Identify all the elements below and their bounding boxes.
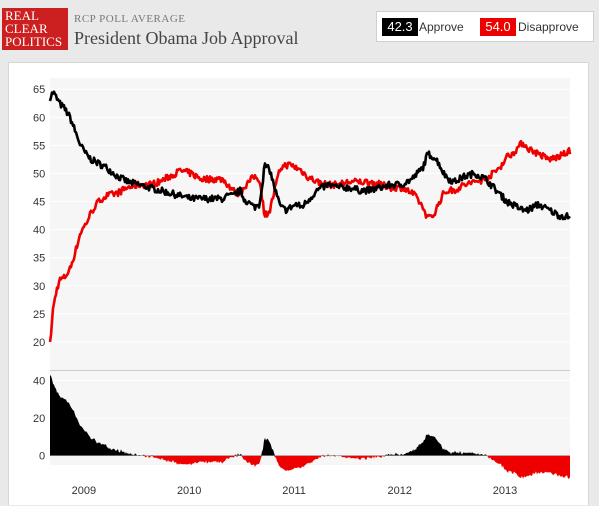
- spread-area-positive: [50, 375, 570, 456]
- approve-value-badge: 42.3: [382, 18, 418, 36]
- spread-y-tick-label: 40: [33, 375, 45, 387]
- spread-area-negative: [50, 455, 570, 479]
- chart-header: REAL CLEAR POLITICS RCP POLL AVERAGE Pre…: [0, 0, 599, 56]
- y-tick-label: 65: [33, 84, 45, 96]
- y-tick-label: 50: [33, 168, 45, 180]
- approve-series-line: [48, 90, 571, 221]
- x-tick-label: 2011: [282, 485, 306, 497]
- x-tick-label: 2009: [72, 485, 96, 497]
- logo-line-1: REAL: [5, 8, 39, 23]
- y-tick-label: 55: [33, 140, 45, 152]
- y-tick-label: 45: [33, 197, 45, 209]
- disapprove-legend-label: Disapprove: [518, 20, 579, 34]
- approve-legend-label: Approve: [419, 20, 464, 34]
- logo-line-3: POLITICS: [5, 34, 63, 49]
- legend: 42.3 Approve 54.0 Disapprove: [376, 11, 594, 42]
- y-tick-label: 35: [33, 253, 45, 265]
- x-tick-label: 2013: [493, 485, 517, 497]
- y-tick-label: 40: [33, 225, 45, 237]
- disapprove-value-badge: 54.0: [480, 18, 516, 36]
- y-tick-label: 25: [33, 309, 45, 321]
- y-tick-label: 30: [33, 281, 45, 293]
- x-tick-label: 2010: [177, 485, 201, 497]
- y-tick-label: 60: [33, 112, 45, 124]
- spread-y-tick-label: 20: [33, 413, 45, 425]
- x-tick-label: 2012: [387, 485, 411, 497]
- main-plot-area: [50, 78, 570, 370]
- logo-line-2: CLEAR: [5, 21, 48, 36]
- spread-y-tick-label: 0: [39, 451, 45, 463]
- chart-subtitle: RCP POLL AVERAGE: [74, 13, 186, 25]
- chart-title: President Obama Job Approval: [74, 28, 299, 48]
- approval-chart: 20 25 30 35 40 45 50 55 60 65 0 20 40 2009 2010 2011 201…: [33, 78, 572, 497]
- chart-panel: 20 25 30 35 40 45 50 55 60 65 0 20 40 2009 2010 2011 201…: [8, 62, 589, 505]
- y-tick-label: 20: [33, 337, 45, 349]
- realclearpolitics-logo[interactable]: REAL CLEAR POLITICS: [2, 8, 68, 50]
